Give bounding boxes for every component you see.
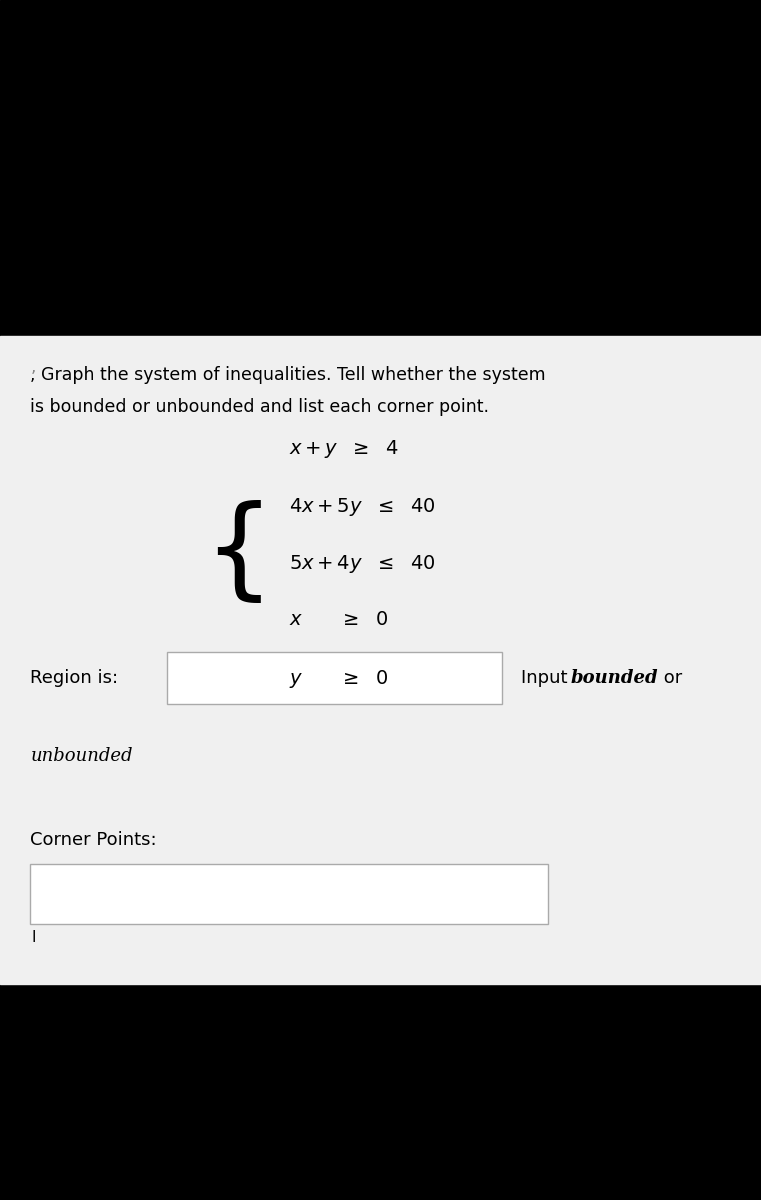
Bar	[0, 336, 761, 984]
Text: is bounded or unbounded and list each corner point.: is bounded or unbounded and list each co…	[30, 398, 489, 416]
Text: Corner Points:: Corner Points:	[30, 830, 157, 850]
Text: $5x + 4y\ \ \leq\ \ 40$: $5x + 4y\ \ \leq\ \ 40$	[289, 553, 435, 575]
Text: Input: Input	[521, 670, 574, 686]
Text: $x\ \ \ \ \ \ \geq\ \ 0$: $x\ \ \ \ \ \ \geq\ \ 0$	[289, 611, 389, 629]
FancyBboxPatch shape	[167, 652, 502, 704]
Bar	[0, 0, 761, 336]
Bar	[0, 984, 761, 1200]
Text: $\left\{\ \right.$: $\left\{\ \right.$	[202, 499, 262, 607]
Text: $y\ \ \ \ \ \ \geq\ \ 0$: $y\ \ \ \ \ \ \geq\ \ 0$	[289, 668, 389, 690]
Text: I: I	[32, 930, 37, 946]
Text: , Graph the system of inequalities. Tell whether the system: , Graph the system of inequalities. Tell…	[30, 366, 546, 384]
Text: Region is:: Region is:	[30, 670, 119, 686]
Text: bounded: bounded	[571, 670, 658, 686]
Text: or: or	[658, 670, 683, 686]
Text: $4x + 5y\ \ \leq\ \ 40$: $4x + 5y\ \ \leq\ \ 40$	[289, 496, 435, 517]
Text: ,: ,	[30, 358, 36, 376]
FancyBboxPatch shape	[30, 864, 548, 924]
Text: $x + y\ \ \geq\ \ 4$: $x + y\ \ \geq\ \ 4$	[289, 438, 400, 460]
Text: unbounded: unbounded	[30, 746, 133, 766]
